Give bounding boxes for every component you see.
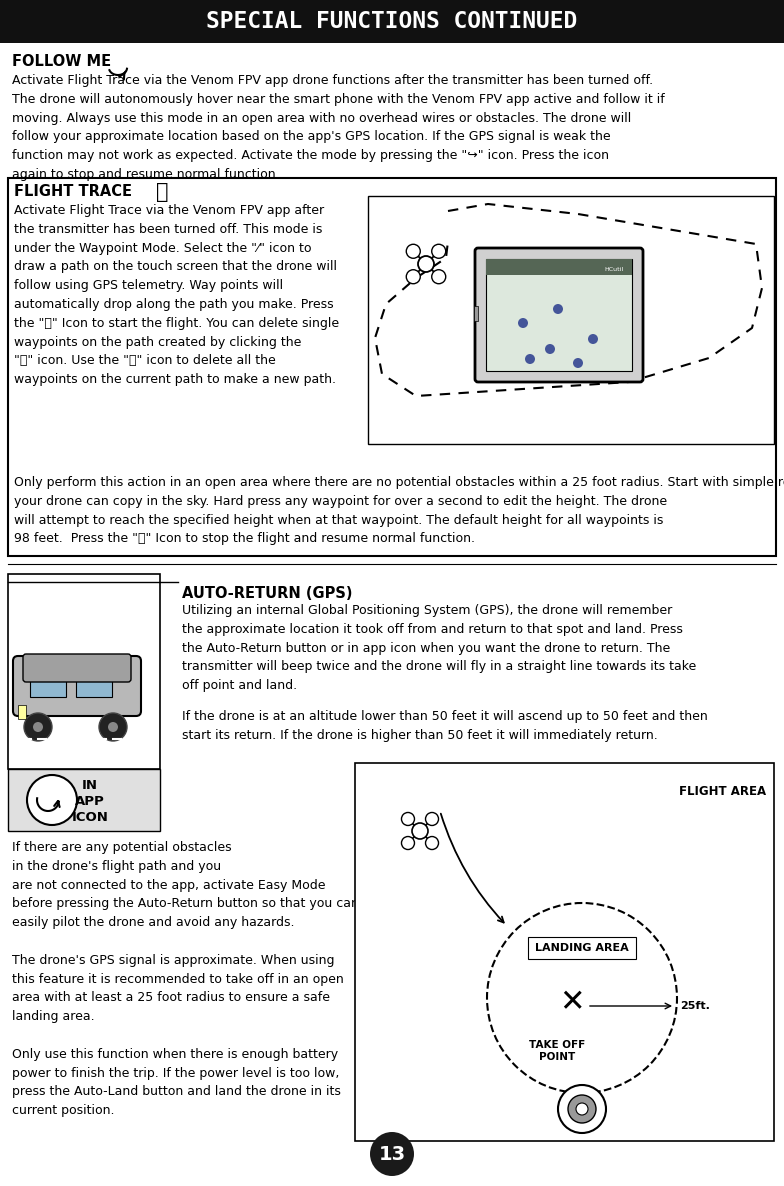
Circle shape: [406, 244, 420, 259]
Circle shape: [518, 318, 528, 329]
Circle shape: [33, 722, 43, 732]
Text: 25ft.: 25ft.: [680, 1001, 710, 1010]
Bar: [30, 675, 66, 697]
Circle shape: [568, 1095, 596, 1123]
Circle shape: [588, 334, 598, 344]
Text: TAKE OFF
POINT: TAKE OFF POINT: [529, 1040, 585, 1061]
Circle shape: [432, 269, 446, 283]
Circle shape: [27, 774, 77, 825]
Text: AUTO-RETURN (GPS): AUTO-RETURN (GPS): [182, 586, 353, 601]
Bar: [368, 196, 774, 444]
Bar: [486, 259, 632, 275]
Text: SPECIAL FUNCTIONS CONTINUED: SPECIAL FUNCTIONS CONTINUED: [206, 9, 578, 33]
Text: HCutil: HCutil: [605, 267, 624, 272]
Bar: [8, 574, 160, 769]
Circle shape: [412, 823, 428, 839]
Circle shape: [370, 1131, 414, 1177]
Circle shape: [401, 836, 415, 849]
Circle shape: [576, 1103, 588, 1115]
Text: LANDING AREA: LANDING AREA: [535, 943, 629, 954]
Bar: [8, 178, 776, 556]
Circle shape: [406, 269, 420, 283]
Text: ✕: ✕: [559, 988, 585, 1018]
Bar: [486, 259, 632, 371]
Text: FLIGHT AREA: FLIGHT AREA: [679, 785, 766, 798]
Text: IN
APP
ICON: IN APP ICON: [71, 779, 108, 824]
Circle shape: [99, 713, 127, 741]
Circle shape: [553, 304, 563, 314]
Text: Activate Flight Trace via the Venom FPV app after
the transmitter has been turne: Activate Flight Trace via the Venom FPV …: [14, 204, 339, 387]
Circle shape: [108, 722, 118, 732]
FancyBboxPatch shape: [13, 656, 141, 716]
Bar: [18, 704, 26, 719]
Text: If the drone is at an altitude lower than 50 feet it will ascend up to 50 feet a: If the drone is at an altitude lower tha…: [182, 710, 708, 741]
FancyBboxPatch shape: [23, 653, 131, 682]
FancyBboxPatch shape: [475, 248, 643, 382]
Bar: [355, 763, 774, 1141]
Circle shape: [426, 812, 438, 825]
Text: FOLLOW ME: FOLLOW ME: [12, 55, 111, 69]
Text: Activate Flight Trace via the Venom FPV app drone functions after the transmitte: Activate Flight Trace via the Venom FPV …: [12, 74, 665, 181]
Circle shape: [525, 353, 535, 364]
Text: Utilizing an internal Global Positioning System (GPS), the drone will remember
t: Utilizing an internal Global Positioning…: [182, 604, 696, 693]
Circle shape: [573, 358, 583, 368]
Bar: [528, 937, 636, 959]
Bar: [0, 0, 784, 43]
Text: ⛹: ⛹: [156, 181, 169, 202]
Text: 13: 13: [379, 1144, 405, 1163]
Text: FLIGHT TRACE: FLIGHT TRACE: [14, 184, 132, 199]
Circle shape: [558, 1085, 606, 1133]
Bar: [76, 675, 112, 697]
Circle shape: [401, 812, 415, 825]
Circle shape: [24, 713, 52, 741]
Bar: [474, 306, 478, 321]
Text: If there are any potential obstacles
in the drone's flight path and you
are not : If there are any potential obstacles in …: [12, 841, 359, 1117]
Circle shape: [432, 244, 446, 259]
Circle shape: [426, 836, 438, 849]
Bar: [8, 769, 160, 831]
Circle shape: [545, 344, 555, 353]
Circle shape: [418, 256, 434, 272]
Text: Only perform this action in an open area where there are no potential obstacles : Only perform this action in an open area…: [14, 476, 784, 546]
